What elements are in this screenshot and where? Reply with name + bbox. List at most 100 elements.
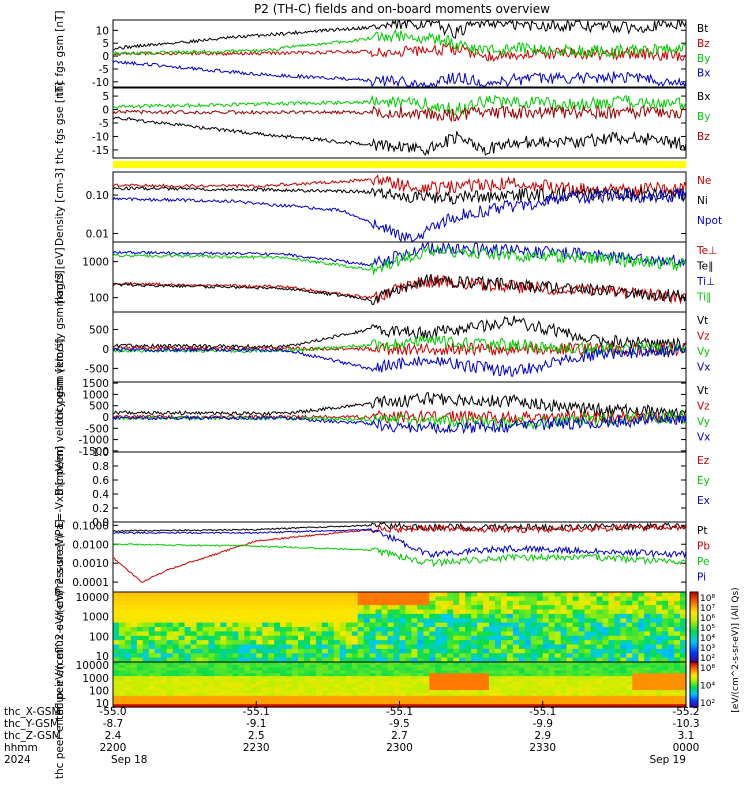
heat-cell xyxy=(238,676,245,680)
heat-cell xyxy=(351,653,359,659)
heat-cell xyxy=(130,676,138,680)
heat-cell xyxy=(357,667,365,671)
heat-cell xyxy=(172,695,180,700)
heat-cell xyxy=(178,667,186,671)
heat-cell xyxy=(590,664,598,669)
heat-cell xyxy=(554,676,562,680)
heat-cell xyxy=(620,657,627,663)
heat-cell xyxy=(292,600,299,606)
heat-cell xyxy=(280,657,287,663)
heat-cell xyxy=(178,609,186,615)
heat-cell xyxy=(214,635,222,641)
heat-cell xyxy=(453,618,460,624)
x-tick-label: 2.7 xyxy=(391,730,408,742)
heat-cell xyxy=(662,631,669,637)
heat-cell xyxy=(495,692,502,697)
heat-cell xyxy=(584,692,592,697)
heat-cell xyxy=(214,618,222,624)
heat-cell xyxy=(256,657,263,663)
heat-cell xyxy=(327,657,335,663)
heat-cell xyxy=(572,681,580,686)
heat-cell xyxy=(518,687,526,691)
heat-cell xyxy=(339,698,347,702)
heat-cell xyxy=(298,627,305,632)
heat-cell xyxy=(298,684,305,688)
heat-cell xyxy=(363,684,371,688)
heat-cell xyxy=(656,690,663,694)
heat-cell xyxy=(232,596,239,602)
heat-cell xyxy=(268,678,275,683)
heat-cell xyxy=(369,681,377,686)
y-axis-label: thc peer en eflux eV/(cm^2-s-sr-eV) xyxy=(54,590,66,779)
heat-cell xyxy=(429,695,436,700)
heat-cell xyxy=(638,640,645,646)
heat-cell xyxy=(220,692,227,697)
x-row-label: thc_Y-GSM xyxy=(4,718,59,730)
heat-cell xyxy=(584,613,592,619)
heat-cell xyxy=(405,684,413,688)
heat-cell xyxy=(608,690,615,694)
heat-cell xyxy=(256,684,263,688)
colorbar-swatch xyxy=(690,627,698,630)
heat-cell xyxy=(333,618,341,624)
heat-cell xyxy=(363,690,371,694)
heat-cell xyxy=(626,635,633,641)
heat-cell xyxy=(506,664,514,669)
heat-cell xyxy=(512,673,520,677)
heat-cell xyxy=(160,648,168,654)
heat-cell xyxy=(262,701,269,705)
heat-cell xyxy=(172,698,180,702)
heat-cell xyxy=(554,644,562,650)
heat-cell xyxy=(292,635,299,641)
heat-cell xyxy=(351,644,359,650)
heat-cell xyxy=(578,670,586,674)
heat-cell xyxy=(113,692,120,697)
heat-cell xyxy=(321,687,329,691)
heat-cell xyxy=(578,640,586,646)
heat-cell xyxy=(304,592,311,597)
heat-cell xyxy=(668,627,675,632)
heat-cell xyxy=(638,657,645,663)
heat-cell xyxy=(393,684,401,688)
panel-frame xyxy=(112,451,687,523)
heat-cell xyxy=(650,673,657,677)
heat-cell xyxy=(292,695,299,700)
heat-cell xyxy=(142,690,150,694)
heat-cell xyxy=(411,673,418,677)
heat-cell xyxy=(262,698,269,702)
heat-cell xyxy=(644,670,651,674)
heat-cell xyxy=(668,667,675,671)
heat-cell xyxy=(536,684,544,688)
heat-cell xyxy=(351,662,359,666)
heat-cell xyxy=(292,670,299,674)
heat-cell xyxy=(280,678,287,683)
heat-cell xyxy=(119,605,126,611)
heat-cell xyxy=(506,609,514,615)
heat-cell xyxy=(363,600,371,606)
heat-cell xyxy=(202,592,210,597)
heat-cell xyxy=(471,640,478,646)
heat-cell xyxy=(154,673,162,677)
heat-cell xyxy=(447,673,454,677)
heat-cell xyxy=(584,662,592,666)
colorbar-swatch xyxy=(690,691,698,693)
heat-cell xyxy=(471,676,478,680)
heat-cell xyxy=(256,695,263,700)
heat-cell xyxy=(113,596,120,602)
heat-cell xyxy=(608,687,615,691)
heat-cell xyxy=(184,678,192,683)
heat-cell xyxy=(166,695,174,700)
heat-cell xyxy=(680,635,687,641)
heat-cell xyxy=(459,692,466,697)
heat-cell xyxy=(190,640,198,646)
heat-cell xyxy=(572,648,580,654)
colorbar-swatch xyxy=(690,689,698,691)
heat-cell xyxy=(662,695,669,700)
heat-cell xyxy=(674,670,681,674)
heat-cell xyxy=(644,592,651,597)
heat-cell xyxy=(381,692,389,697)
heat-cell xyxy=(142,648,150,654)
heat-cell xyxy=(387,613,395,619)
heat-cell xyxy=(184,631,192,637)
heat-cell xyxy=(590,605,598,611)
